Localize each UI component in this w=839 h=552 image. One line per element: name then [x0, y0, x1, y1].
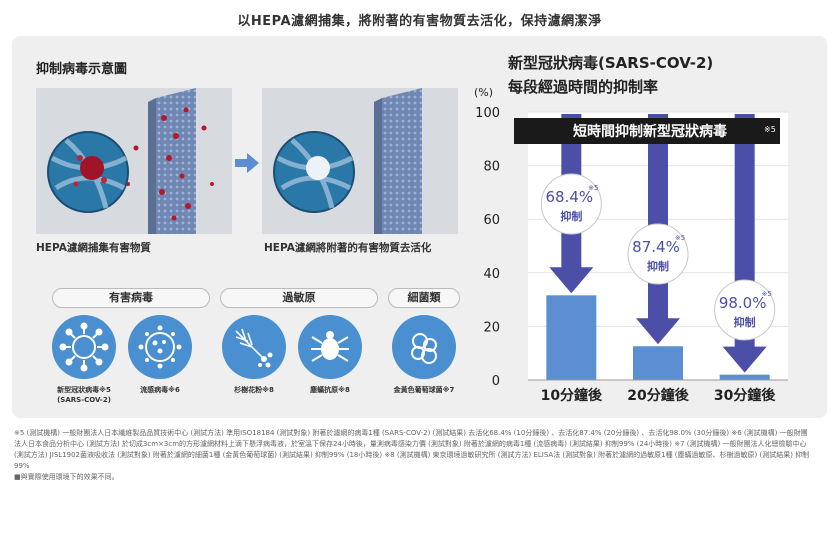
- bar: [719, 374, 770, 380]
- footnote-tests: ※5 (測試機構) 一般財團法人日本繊維製品品質技術中心 (測試方法) 準用IS…: [14, 429, 810, 470]
- suppression-arrow-head: [722, 346, 767, 373]
- category-allergen: 過敏原: [220, 288, 378, 308]
- suppression-arrow-head: [549, 267, 594, 294]
- banner-text: 短時間抑制新型冠狀病毒: [573, 123, 727, 140]
- suppression-arrow-shaft: [648, 114, 668, 321]
- bar: [633, 346, 683, 380]
- agent-label-bacteria: 金黃色葡萄球菌※7: [393, 386, 455, 394]
- reduction-caption: 抑制: [734, 315, 756, 329]
- reduction-percent-label: 87.4%: [632, 238, 680, 256]
- dust-mite-icon: [298, 315, 362, 379]
- reduction-percent-label: 98.0%: [719, 294, 767, 312]
- filter-capture-illustration: [36, 88, 232, 234]
- y-tick-label: 20: [483, 320, 500, 335]
- x-tick-label: 10分鐘後: [541, 387, 603, 404]
- x-tick-label: 20分鐘後: [627, 387, 689, 404]
- footnote-disclaimer: ■與實際使用環境下的效果不同。: [14, 473, 119, 481]
- y-tick-label: 80: [483, 160, 500, 175]
- reduction-caption: 抑制: [560, 209, 582, 223]
- diagram-title: 抑制病毒示意圖: [36, 62, 128, 77]
- suppression-rate-chart: 020406080100(%)10分鐘後68.4%※5抑制20分鐘後87.4%※…: [474, 86, 788, 404]
- reduction-note: ※5: [588, 184, 598, 192]
- coronavirus-icon: [52, 315, 116, 379]
- reduction-badge: [714, 279, 776, 341]
- reduction-badge: [540, 173, 602, 235]
- y-tick-label: 60: [483, 213, 500, 228]
- bar: [546, 295, 597, 380]
- reduction-note: ※5: [675, 234, 685, 242]
- y-tick-label: 0: [492, 374, 500, 389]
- bacteria-icon: [392, 315, 456, 379]
- banner: [514, 118, 780, 144]
- agent-label-pollen: 杉樹花粉※8: [234, 386, 274, 394]
- chart-title-line2: 每段經過時間的抑制率: [508, 78, 659, 96]
- suppression-arrow-head: [636, 318, 680, 345]
- y-tick-label: 100: [475, 106, 500, 121]
- agent-label-dust-mite: 塵蟎抗原※8: [310, 386, 350, 394]
- x-tick-label: 30分鐘後: [714, 387, 776, 404]
- chart-title-line1: 新型冠狀病毒(SARS-COV-2): [508, 54, 714, 72]
- footnotes: ※5 (測試機構) 一般財團法人日本繊維製品品質技術中心 (測試方法) 準用IS…: [14, 428, 814, 483]
- agent-label-coronavirus: 新型冠狀病毒※5 (SARS-COV-2): [57, 386, 111, 404]
- banner-note: ※5: [764, 125, 776, 134]
- reduction-badge: [627, 223, 689, 285]
- reduction-caption: 抑制: [647, 259, 669, 273]
- arrow-right-icon: [235, 153, 259, 173]
- caption-deactivate: HEPA濾網將附著的有害物質去活化: [264, 242, 432, 254]
- reduction-note: ※5: [762, 290, 772, 298]
- y-tick-label: 40: [483, 267, 500, 282]
- category-bacteria: 細菌類: [388, 288, 460, 308]
- filter-deactivate-illustration: [262, 88, 458, 234]
- headline: 以HEPA濾網捕集，將附著的有害物質去活化，保持濾網潔淨: [237, 14, 602, 29]
- caption-capture: HEPA濾網捕集有害物質: [36, 242, 151, 254]
- influenza-virus-icon: [128, 315, 192, 379]
- reduction-percent-label: 68.4%: [546, 188, 594, 206]
- pollen-icon: [222, 315, 286, 379]
- agent-label-influenza: 流感病毒※6: [140, 386, 180, 394]
- y-axis-label: (%): [474, 86, 493, 99]
- category-harmful-virus: 有害病毒: [52, 288, 210, 308]
